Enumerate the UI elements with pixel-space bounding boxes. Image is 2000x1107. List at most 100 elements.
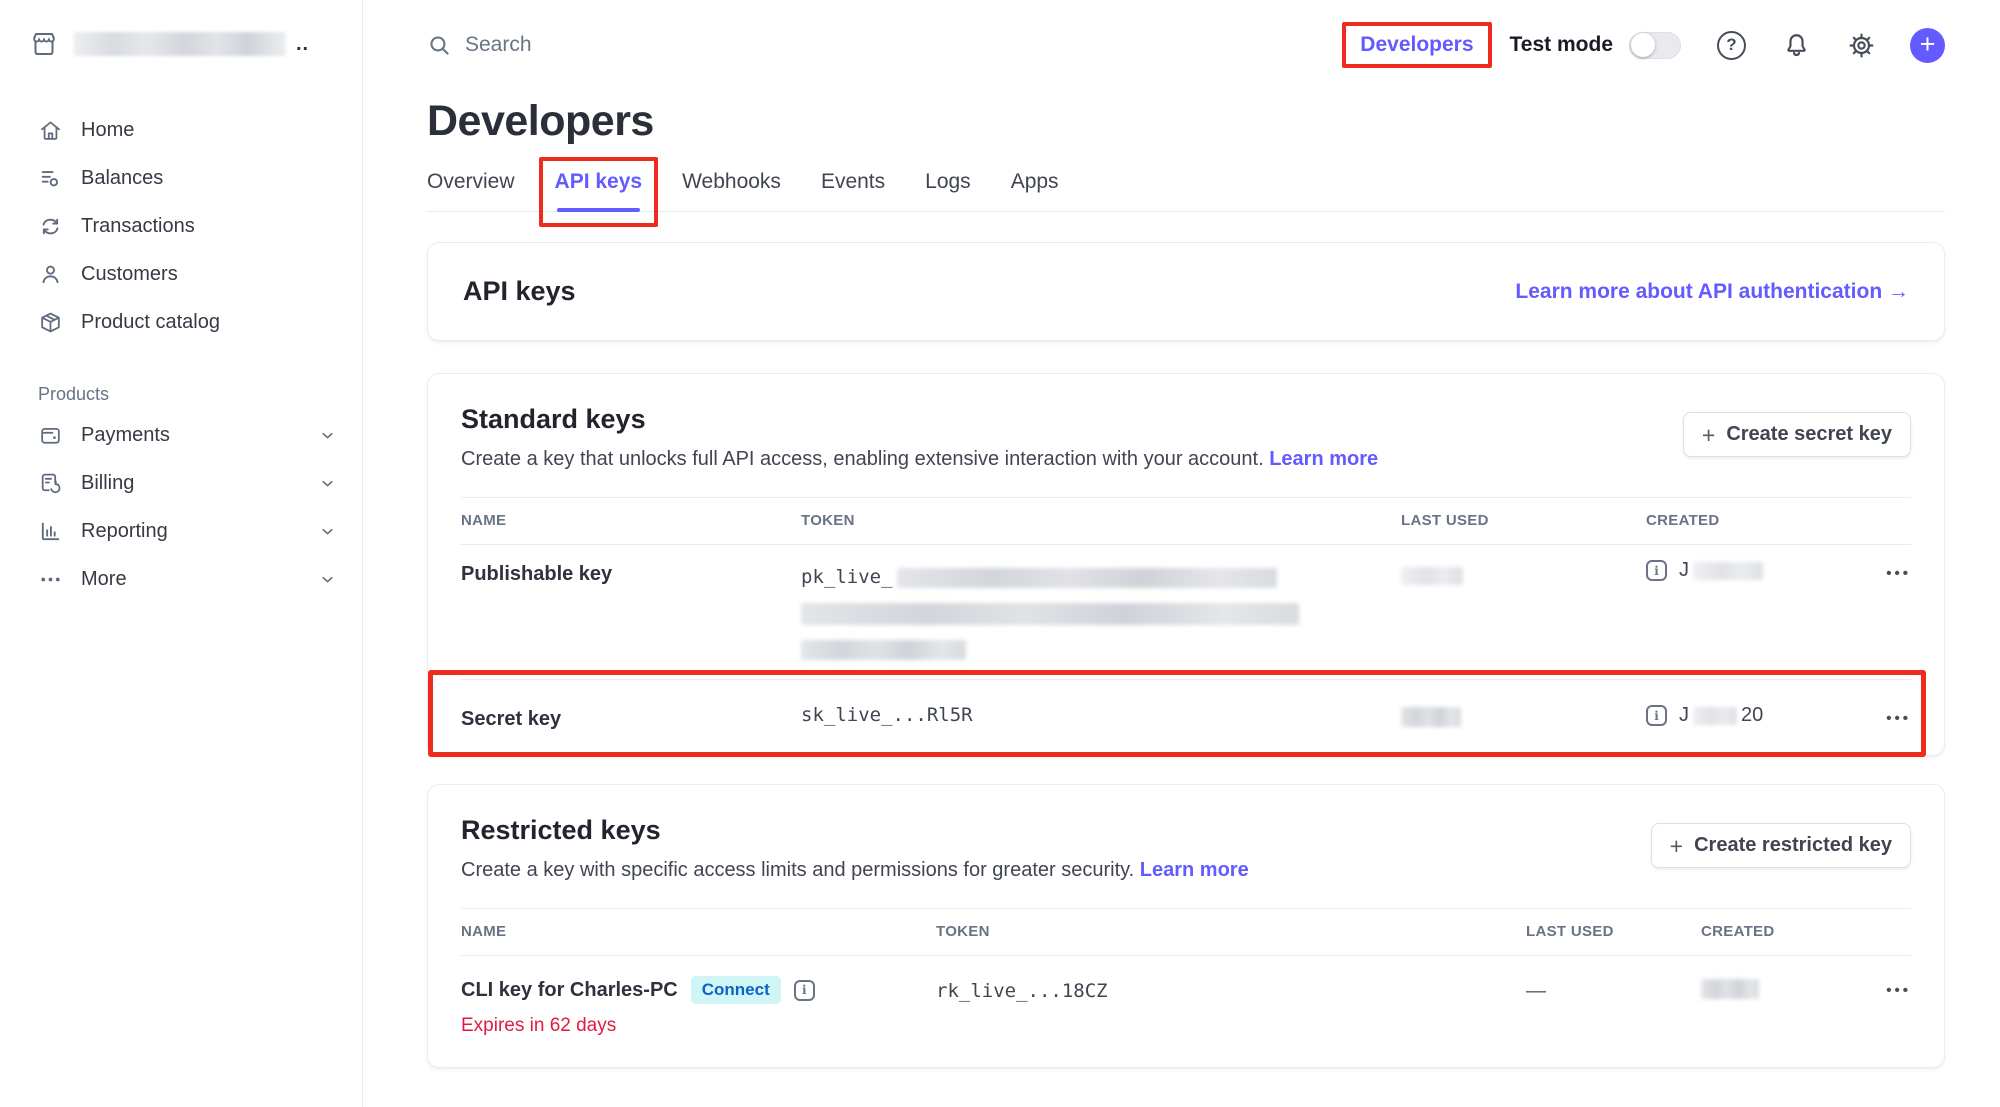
key-name: Publishable key [461,563,613,585]
sidebar-nav: Home Balances [0,106,362,346]
tab-logs[interactable]: Logs [925,170,971,193]
redacted-last-used [1401,707,1461,728]
topbar: Search Developers Test mode ? [427,0,1945,76]
settings-gear-icon[interactable] [1847,31,1876,60]
chevron-down-icon [319,523,336,540]
secret-key-token[interactable]: sk_live_...Rl5R [801,704,973,726]
create-restricted-key-button[interactable]: + Create restricted key [1650,823,1911,868]
sidebar-item-label: Billing [81,471,135,494]
test-mode-label: Test mode [1509,33,1613,56]
redacted-token-part [801,639,966,660]
column-header-name: NAME [461,923,507,940]
plus-icon: + [1701,421,1716,448]
notifications-bell-icon[interactable] [1782,31,1811,60]
sidebar-item-label: Reporting [81,519,168,542]
api-keys-card: API keys Learn more about API authentica… [427,242,1945,341]
sidebar-item-balances[interactable]: Balances [0,154,362,202]
info-icon[interactable]: i [793,979,815,1001]
info-icon[interactable]: i [1646,560,1667,581]
redacted-token-part [801,602,1299,625]
plus-icon: + [1669,832,1684,859]
page-title: Developers [427,97,654,145]
restricted-keys-title: Restricted keys [461,815,661,845]
created-value: i J 20 [1646,704,1851,727]
standard-keys-header-text: Standard keys Create a key that unlocks … [461,404,1378,471]
column-header-last-used: LAST USED [1401,512,1489,529]
column-header-token: TOKEN [801,512,855,529]
tab-webhooks[interactable]: Webhooks [682,170,781,193]
column-header-name: NAME [461,512,507,529]
restricted-keys-table-header: NAME TOKEN LAST USED CREATED [461,909,1911,956]
sidebar-item-home[interactable]: Home [0,106,362,154]
standard-keys-table-header: NAME TOKEN LAST USED CREATED [461,498,1911,545]
restricted-keys-header-text: Restricted keys Create a key with specif… [461,815,1249,882]
overflow-menu-icon[interactable]: ••• [1886,710,1911,727]
sidebar-item-reporting[interactable]: Reporting [0,507,362,555]
column-header-token: TOKEN [936,923,990,940]
key-name: CLI key for Charles-PC [461,978,678,1001]
sidebar-item-label: Customers [81,262,178,285]
overflow-menu-icon[interactable]: ••• [1886,982,1911,999]
topbar-right: Developers Test mode ? + [1342,22,1945,68]
search-placeholder: Search [465,33,532,56]
column-header-created: CREATED [1701,923,1775,940]
developers-nav-link[interactable]: Developers [1342,22,1492,68]
restricted-keys-card: Restricted keys Create a key with specif… [427,784,1945,1068]
redacted-created-date [1701,979,1759,999]
expires-warning: Expires in 62 days [461,1015,617,1036]
restricted-keys-learn-more-link[interactable]: Learn more [1139,859,1249,881]
sidebar-products-nav: Payments Billing [0,411,362,603]
tab-events[interactable]: Events [820,170,886,193]
tab-apps[interactable]: Apps [1010,170,1059,193]
sidebar-item-billing[interactable]: Billing [0,459,362,507]
account-switcher[interactable]: .. [0,24,362,64]
api-keys-title: API keys [463,276,576,306]
transactions-icon [38,214,63,239]
sidebar-item-product-catalog[interactable]: Product catalog [0,298,362,346]
restricted-keys-header: Restricted keys Create a key with specif… [461,815,1911,882]
restricted-key-token[interactable]: rk_live_...18CZ [936,980,1108,1002]
tab-overview[interactable]: Overview [427,170,515,193]
sidebar-section-products: Products [38,384,110,404]
search-input[interactable]: Search [427,33,532,58]
sidebar-item-label: More [81,567,127,590]
sidebar-item-label: Transactions [81,214,195,237]
create-plus-button[interactable]: + [1910,27,1945,63]
connect-badge[interactable]: Connect [690,976,781,1004]
redacted-created-date [1693,561,1763,580]
standard-keys-title: Standard keys [461,404,646,434]
search-icon [427,33,452,58]
redacted-created-date [1693,706,1737,725]
created-value [1701,976,1851,999]
sidebar-item-payments[interactable]: Payments [0,411,362,459]
redacted-account-name [74,32,286,56]
test-mode-toggle[interactable] [1629,31,1681,59]
publishable-key-token[interactable]: pk_live_ [801,559,1401,667]
sidebar-item-label: Product catalog [81,310,220,333]
overflow-menu-icon[interactable]: ••• [1886,565,1911,582]
sidebar-item-label: Home [81,118,135,141]
redacted-last-used [1401,567,1463,585]
info-icon[interactable]: i [1646,705,1667,726]
product-catalog-icon [38,310,63,335]
home-icon [38,118,63,143]
account-name-suffix: .. [296,32,310,55]
redacted-token-part [896,567,1277,588]
learn-more-api-auth-link[interactable]: Learn more about API authentication → [1515,279,1909,303]
sidebar-item-more[interactable]: More [0,555,362,603]
chevron-down-icon [319,475,336,492]
sidebar-item-label: Payments [81,423,170,446]
standard-keys-learn-more-link[interactable]: Learn more [1269,448,1379,470]
last-used-value [1401,559,1646,585]
sidebar-item-customers[interactable]: Customers [0,250,362,298]
reporting-icon [38,519,63,544]
standard-keys-description: Create a key that unlocks full API acces… [461,448,1379,470]
help-icon[interactable]: ? [1717,30,1746,60]
more-icon [38,567,63,592]
tab-api-keys[interactable]: API keys [538,157,658,227]
create-secret-key-button[interactable]: + Create secret key [1682,412,1911,457]
key-name: Secret key [461,708,562,730]
sidebar-item-transactions[interactable]: Transactions [0,202,362,250]
secret-key-row: Secret key sk_live_...Rl5R i J 20 ••• [428,670,1926,757]
